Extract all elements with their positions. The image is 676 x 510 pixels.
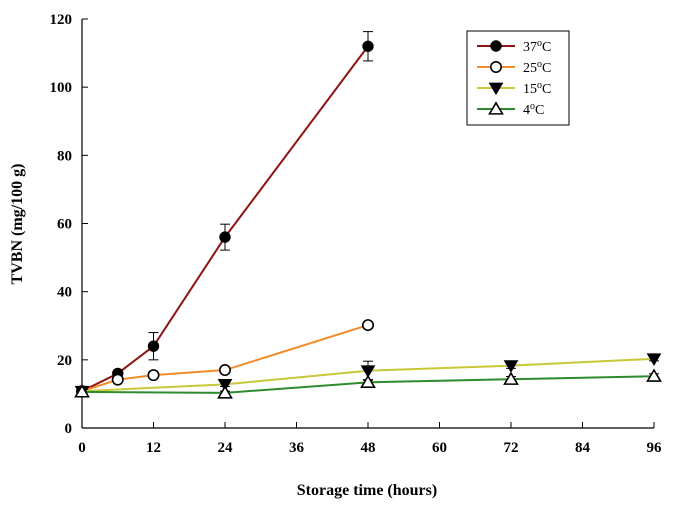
- data-point: [219, 231, 231, 243]
- x-axis-title: Storage time (hours): [297, 482, 437, 499]
- y-tick-label: 40: [57, 285, 72, 301]
- x-tick-label: 72: [504, 440, 519, 456]
- data-point: [360, 365, 376, 378]
- data-point: [219, 364, 232, 377]
- x-tick-label: 36: [289, 440, 305, 456]
- data-point: [362, 40, 374, 52]
- data-point: [74, 384, 90, 398]
- y-tick-label: 60: [57, 217, 72, 233]
- legend-label: 15oC: [523, 80, 551, 98]
- y-tick-label: 100: [50, 80, 73, 96]
- data-point: [147, 340, 160, 352]
- y-tick-label: 80: [57, 148, 72, 164]
- data-point: [360, 374, 376, 389]
- legend-marker: [489, 60, 502, 73]
- x-tick-label: 84: [575, 440, 591, 456]
- series-layer: [74, 31, 662, 399]
- data-point: [503, 371, 519, 385]
- legend-marker: [488, 82, 504, 96]
- legend-label: 4oC: [523, 101, 544, 119]
- x-tick-label: 24: [218, 440, 234, 456]
- y-tick-label: 20: [57, 353, 72, 369]
- y-tick-label: 0: [65, 421, 73, 437]
- data-point: [646, 368, 662, 382]
- legend-label: 37oC: [523, 38, 551, 56]
- series-3: [74, 368, 662, 399]
- data-point: [217, 378, 233, 392]
- data-point: [147, 369, 160, 382]
- data-point: [111, 373, 124, 386]
- axes: 0 12 24 36 48 60 72 84 96 0 20 40 60 80 100 120: [50, 12, 663, 456]
- y-axis-title: TVBN (mg/100 g): [9, 164, 26, 285]
- x-tick-label: 96: [647, 440, 663, 456]
- series-0: [76, 31, 374, 397]
- x-tick-label: 48: [361, 440, 376, 456]
- data-point: [361, 319, 374, 332]
- x-tick-label: 60: [432, 440, 447, 456]
- data-point: [217, 385, 233, 399]
- data-point: [646, 353, 662, 366]
- data-point: [503, 360, 519, 373]
- legend-marker: [488, 101, 504, 115]
- x-tick-label: 0: [78, 440, 86, 456]
- legend-label: 25oC: [523, 59, 551, 77]
- legend: 37oC 25oC 15oC 4oC: [466, 30, 570, 126]
- legend-marker: [490, 40, 502, 52]
- x-tick-label: 12: [146, 440, 161, 456]
- y-tick-label: 120: [50, 12, 73, 28]
